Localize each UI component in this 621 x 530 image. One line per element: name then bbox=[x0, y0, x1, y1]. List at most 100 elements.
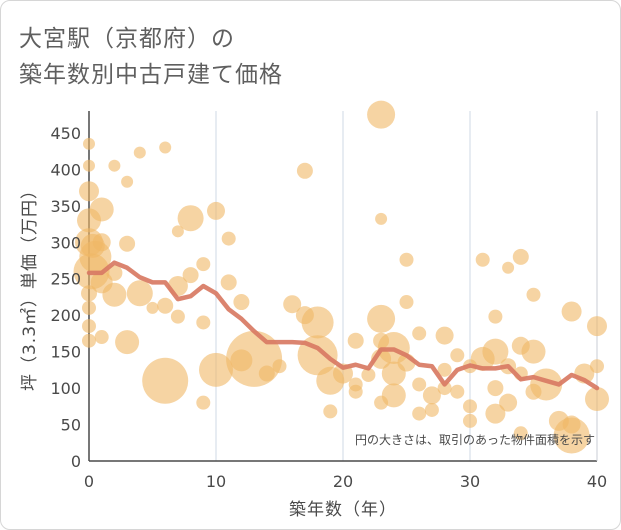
data-bubble bbox=[587, 316, 607, 337]
data-bubble bbox=[412, 326, 427, 341]
y-axis-label: 坪（3.3㎡）単価（万円） bbox=[20, 181, 40, 391]
data-bubble bbox=[83, 137, 95, 150]
x-tick-label: 20 bbox=[333, 472, 353, 491]
data-bubble bbox=[196, 395, 211, 410]
x-tick-label: 30 bbox=[460, 472, 480, 491]
data-bubble bbox=[381, 383, 406, 408]
data-bubble bbox=[89, 197, 114, 222]
y-tick-label: 450 bbox=[50, 124, 81, 143]
x-axis-label: 築年数（年） bbox=[289, 500, 397, 520]
x-tick-label: 0 bbox=[84, 472, 94, 491]
data-bubble bbox=[83, 159, 95, 172]
data-bubble bbox=[485, 403, 506, 424]
data-bubble bbox=[487, 380, 504, 397]
data-bubble bbox=[553, 417, 590, 454]
y-tick-label: 250 bbox=[50, 270, 81, 289]
data-bubble bbox=[81, 285, 97, 302]
data-bubble bbox=[177, 205, 204, 232]
y-tick-label: 400 bbox=[50, 160, 81, 179]
data-bubble bbox=[106, 264, 123, 281]
data-bubble bbox=[207, 201, 225, 220]
data-bubble bbox=[102, 282, 127, 307]
data-bubble bbox=[450, 384, 465, 399]
data-bubble bbox=[585, 387, 609, 412]
y-tick-label: 300 bbox=[50, 233, 81, 252]
data-bubble bbox=[367, 304, 396, 333]
data-bubble bbox=[92, 233, 111, 252]
data-bubble bbox=[367, 100, 396, 129]
data-bubble bbox=[375, 212, 388, 225]
data-bubble bbox=[233, 294, 250, 311]
data-bubble bbox=[170, 309, 185, 324]
data-bubble bbox=[561, 301, 582, 322]
data-bubble bbox=[526, 287, 541, 302]
data-bubble bbox=[412, 406, 427, 421]
data-bubble bbox=[226, 330, 283, 387]
data-bubble bbox=[512, 248, 529, 265]
data-bubble bbox=[146, 301, 159, 314]
y-tick-label: 150 bbox=[50, 343, 81, 362]
x-tick-label: 10 bbox=[206, 472, 226, 491]
data-bubble bbox=[220, 274, 237, 291]
data-bubble bbox=[482, 338, 509, 365]
chart-title-line-2: 築年数別中古戸建て価格 bbox=[19, 62, 283, 88]
data-bubble bbox=[301, 306, 334, 339]
data-bubble bbox=[463, 413, 477, 428]
bubble-size-note: 円の大きさは、取引のあった物件面積を示す bbox=[355, 432, 595, 447]
data-bubble bbox=[399, 295, 414, 310]
y-tick-label: 50 bbox=[61, 416, 81, 435]
data-bubble bbox=[450, 348, 465, 363]
data-bubble bbox=[361, 367, 376, 382]
data-bubble bbox=[82, 319, 96, 334]
data-bubble bbox=[108, 159, 121, 172]
data-bubble bbox=[348, 384, 363, 399]
data-bubble bbox=[424, 402, 439, 417]
data-bubble bbox=[502, 261, 515, 274]
data-bubble bbox=[463, 399, 477, 414]
data-bubble bbox=[412, 377, 427, 392]
data-bubble bbox=[119, 235, 136, 252]
data-bubble bbox=[437, 362, 452, 377]
data-bubble bbox=[82, 300, 96, 315]
data-bubble bbox=[272, 359, 287, 374]
data-bubble bbox=[590, 359, 604, 374]
data-bubble bbox=[296, 162, 313, 179]
chart-title-line-1: 大宮駅（京都府）の bbox=[19, 26, 235, 52]
data-bubble bbox=[196, 315, 211, 330]
y-tick-label: 100 bbox=[50, 379, 81, 398]
x-tick-label: 40 bbox=[587, 472, 607, 491]
data-bubble bbox=[323, 404, 338, 419]
data-bubble bbox=[475, 252, 490, 267]
data-bubble bbox=[521, 339, 546, 364]
data-bubble bbox=[142, 357, 189, 404]
y-tick-label: 0 bbox=[71, 452, 81, 471]
data-bubble bbox=[79, 181, 99, 202]
data-bubble bbox=[347, 332, 364, 349]
data-bubble bbox=[171, 225, 184, 238]
data-bubble bbox=[283, 295, 302, 314]
data-bubble bbox=[221, 231, 236, 246]
data-bubble bbox=[82, 333, 96, 348]
data-bubble bbox=[94, 330, 109, 345]
data-bubble bbox=[488, 309, 503, 324]
data-bubble bbox=[422, 386, 441, 405]
data-bubble bbox=[159, 141, 172, 154]
data-bubble bbox=[115, 330, 140, 355]
data-bubble bbox=[126, 280, 153, 307]
data-bubble bbox=[399, 252, 414, 267]
data-bubble bbox=[133, 146, 146, 159]
data-bubble bbox=[157, 297, 174, 314]
y-tick-label: 200 bbox=[50, 306, 81, 325]
data-bubble bbox=[258, 365, 275, 382]
data-bubble bbox=[435, 326, 454, 345]
data-bubble bbox=[437, 381, 452, 396]
data-bubble bbox=[499, 393, 518, 412]
data-bubble bbox=[199, 352, 233, 387]
trend-line bbox=[86, 260, 600, 391]
y-tick-label: 350 bbox=[50, 197, 81, 216]
data-bubble bbox=[182, 267, 199, 284]
data-bubble bbox=[513, 426, 528, 441]
data-bubble bbox=[121, 175, 134, 188]
